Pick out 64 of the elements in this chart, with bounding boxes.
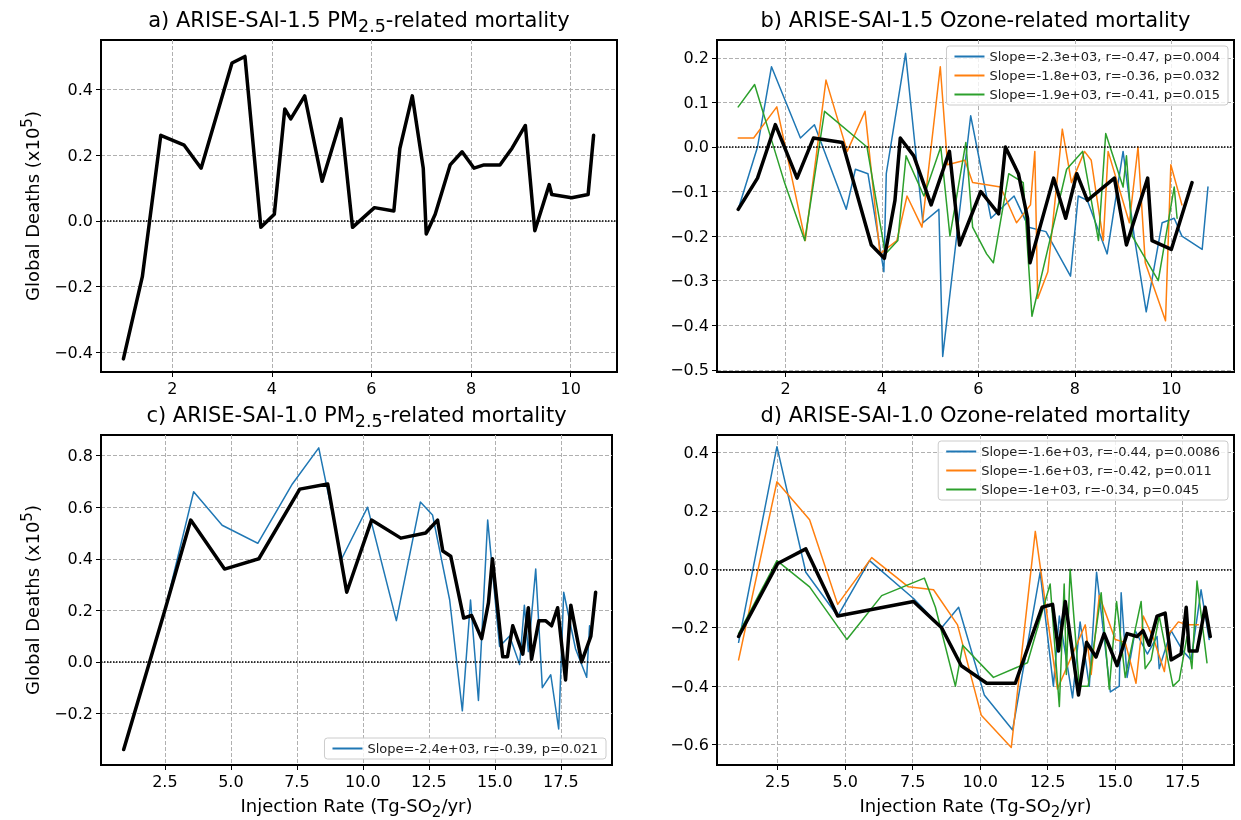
legend-label: Slope=-1.8e+03, r=-0.36, p=0.032	[989, 68, 1221, 83]
y-tick-label: 0.6	[67, 497, 93, 517]
y-tick-label: −0.2	[54, 277, 93, 297]
chart-title: c) ARISE-SAI-1.0 PM$_{2.5}$-related mortality	[145, 402, 568, 434]
y-tick-label: −0.4	[670, 676, 709, 696]
x-tick-label: 6	[973, 378, 984, 398]
y-tick-label: 0.2	[683, 501, 709, 521]
x-tick-label: 15.0	[1097, 771, 1134, 791]
legend-label: Slope=-2.4e+03, r=-0.39, p=0.021	[367, 741, 599, 756]
x-tick-label: 2	[780, 378, 791, 398]
y-tick-label: 0.4	[67, 79, 93, 99]
legend-label: Slope=-1e+03, r=-0.34, p=0.045	[981, 482, 1200, 497]
x-tick-label: 8	[465, 378, 477, 398]
x-tick-label: 5.0	[832, 771, 858, 791]
x-tick-label: 6	[366, 378, 377, 398]
x-tick-label: 2.5	[152, 771, 178, 791]
y-tick-label: −0.5	[670, 360, 709, 380]
legend-label: Slope=-2.3e+03, r=-0.47, p=0.004	[989, 49, 1221, 64]
chart-title: d) ARISE-SAI-1.0 Ozone-related mortality	[759, 402, 1192, 429]
x-tick-label: 2.5	[765, 771, 791, 791]
y-tick-label: −0.2	[670, 618, 709, 638]
y-tick-label: 0.2	[67, 600, 93, 620]
x-tick-label: 7.5	[284, 771, 310, 791]
x-tick-label: 4	[876, 378, 888, 398]
y-tick-label: 0.0	[67, 652, 93, 672]
y-tick-label: 0.2	[683, 48, 709, 68]
x-tick-label: 12.5	[1029, 771, 1066, 791]
y-tick-label: 0.2	[67, 145, 93, 165]
line-series	[737, 480, 1200, 749]
x-tick-label: 12.5	[411, 771, 447, 791]
x-tick-label: 15.0	[477, 771, 513, 791]
x-tick-label: 4	[266, 378, 277, 398]
x-tick-label: 17.5	[1164, 771, 1201, 791]
y-tick-label: 0.4	[67, 549, 93, 569]
legend-label: Slope=-1.9e+03, r=-0.41, p=0.015	[989, 87, 1221, 102]
y-tick-label: 0.0	[67, 211, 93, 231]
x-tick-label: 10	[1161, 378, 1182, 398]
x-tick-label: 10	[560, 378, 581, 398]
chart-title: b) ARISE-SAI-1.5 Ozone-related mortality	[759, 7, 1192, 34]
x-axis-title: Injection Rate (Tg-SO$_{2}$/yr)	[239, 795, 474, 820]
x-tick-label: 5.0	[218, 771, 244, 791]
x-tick-label: 8	[1069, 378, 1080, 398]
y-tick-label: 0.1	[683, 92, 709, 112]
x-tick-label: 2	[167, 378, 178, 398]
y-tick-label: −0.3	[670, 271, 709, 291]
x-tick-label: 10.0	[962, 771, 999, 791]
y-tick-label: 0.8	[67, 446, 93, 466]
x-tick-label: 17.5	[542, 771, 579, 791]
chart-title: a) ARISE-SAI-1.5 PM$_{2.5}$-related mortality	[147, 7, 571, 39]
y-tick-label: −0.4	[670, 315, 709, 335]
y-tick-label: 0.0	[683, 137, 709, 157]
y-tick-label: 0.0	[683, 559, 709, 579]
line-series	[737, 559, 1208, 708]
y-tick-label: −0.2	[54, 703, 93, 723]
y-tick-label: −0.2	[670, 226, 709, 246]
x-tick-label: 10.0	[345, 771, 381, 791]
y-tick-label: 0.4	[683, 443, 709, 463]
y-tick-label: −0.4	[54, 342, 93, 362]
x-axis-title: Injection Rate (Tg-SO$_{2}$/yr)	[858, 795, 1093, 820]
y-tick-label: −0.1	[670, 182, 709, 202]
x-tick-label: 7.5	[900, 771, 926, 791]
y-tick-label: −0.6	[670, 735, 709, 755]
legend-label: Slope=-1.6e+03, r=-0.42, p=0.011	[981, 463, 1212, 478]
legend-label: Slope=-1.6e+03, r=-0.44, p=0.0086	[981, 444, 1220, 459]
